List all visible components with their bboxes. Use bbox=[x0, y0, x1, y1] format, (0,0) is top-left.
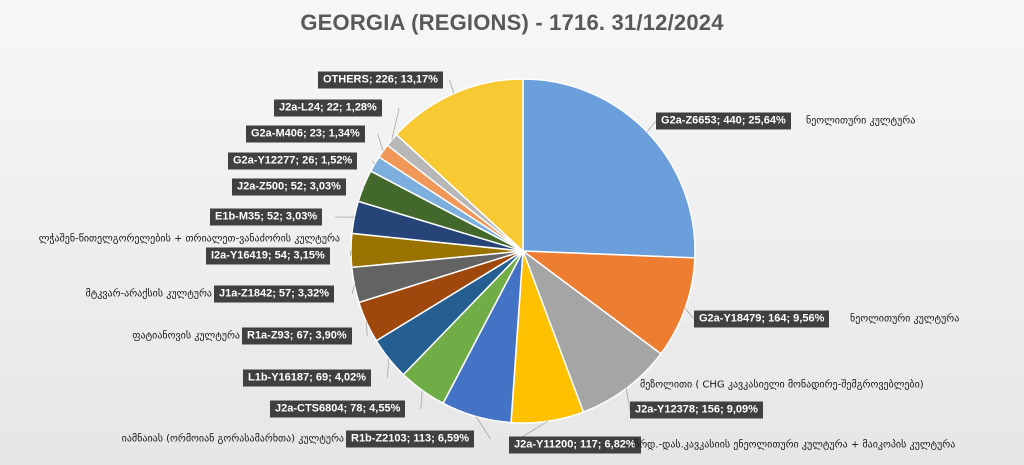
annotation-note: ლჭაშენ-წითელგორელების + თრიალეთ-ვანაძორი… bbox=[38, 233, 340, 245]
data-label: J2a-Z500; 52; 3,03% bbox=[232, 178, 346, 196]
data-label: I2a-Y16419; 54; 3,15% bbox=[206, 247, 330, 265]
leader-line bbox=[377, 133, 384, 152]
pie-slice-j2a-y12378 bbox=[521, 248, 662, 414]
annotation-note: იამნაიას (ორმოიან გორასამარხთა) კულტურა bbox=[121, 433, 344, 445]
annotation-note: ჩრდ.-დას.კავკასიის ენეოლითური კულტურა + … bbox=[634, 439, 956, 451]
leader-line bbox=[372, 160, 376, 165]
leader-line bbox=[387, 358, 390, 379]
chart-title: GEORGIA (REGIONS) - 1716. 31/12/2024 bbox=[300, 10, 724, 35]
annotation-note: მტკვარ-არაქსის კულტურა bbox=[85, 288, 212, 300]
annotation-note: ფატიანოვის კულტურა bbox=[132, 330, 240, 342]
leader-line bbox=[646, 120, 657, 133]
data-label: L1b-Y16187; 69; 4,02% bbox=[243, 369, 372, 387]
leader-line bbox=[475, 416, 491, 440]
pie-slice-g2a-z6653 bbox=[522, 78, 696, 259]
data-label: J2a-Y12378; 156; 9,09% bbox=[630, 401, 763, 419]
data-label: R1b-Z2103; 113; 6,59% bbox=[346, 430, 475, 448]
data-label: OTHERS; 226; 13,17% bbox=[318, 71, 443, 89]
data-label: G2a-Y12277; 26; 1,52% bbox=[228, 152, 358, 170]
leader-line bbox=[625, 388, 631, 411]
data-label: J2a-Y11200; 117; 6,82% bbox=[509, 436, 641, 454]
leader-line bbox=[366, 322, 368, 337]
data-label: G2a-Z6653; 440; 25,64% bbox=[656, 112, 791, 130]
data-label: E1b-M35; 52; 3,03% bbox=[210, 208, 323, 226]
annotation-note: მეზოლითი ( CHG კავკასიელი მონადირე-შემგრ… bbox=[640, 379, 924, 391]
leader-line bbox=[350, 250, 352, 257]
data-label: J1a-Z1842; 57; 3,32% bbox=[214, 285, 335, 303]
data-label: R1a-Z93; 67; 3,90% bbox=[242, 327, 352, 345]
data-label: J2a-CTS6804; 78; 4,55% bbox=[270, 400, 406, 418]
leader-line bbox=[420, 390, 423, 410]
data-label: J2a-L24; 22; 1,28% bbox=[274, 99, 382, 117]
leader-line bbox=[391, 107, 400, 140]
annotation-note: ნეოლითური კულტურა bbox=[806, 115, 916, 127]
leader-line bbox=[351, 284, 355, 295]
leader-line bbox=[449, 79, 455, 94]
data-label: G2a-Y18479; 164; 9,56% bbox=[694, 310, 830, 328]
pie-slice-others bbox=[395, 78, 524, 253]
data-label: G2a-M406; 23; 1,34% bbox=[246, 125, 365, 143]
annotation-note: ნეოლითური კულტურა bbox=[850, 313, 960, 325]
leader-line bbox=[684, 308, 695, 320]
